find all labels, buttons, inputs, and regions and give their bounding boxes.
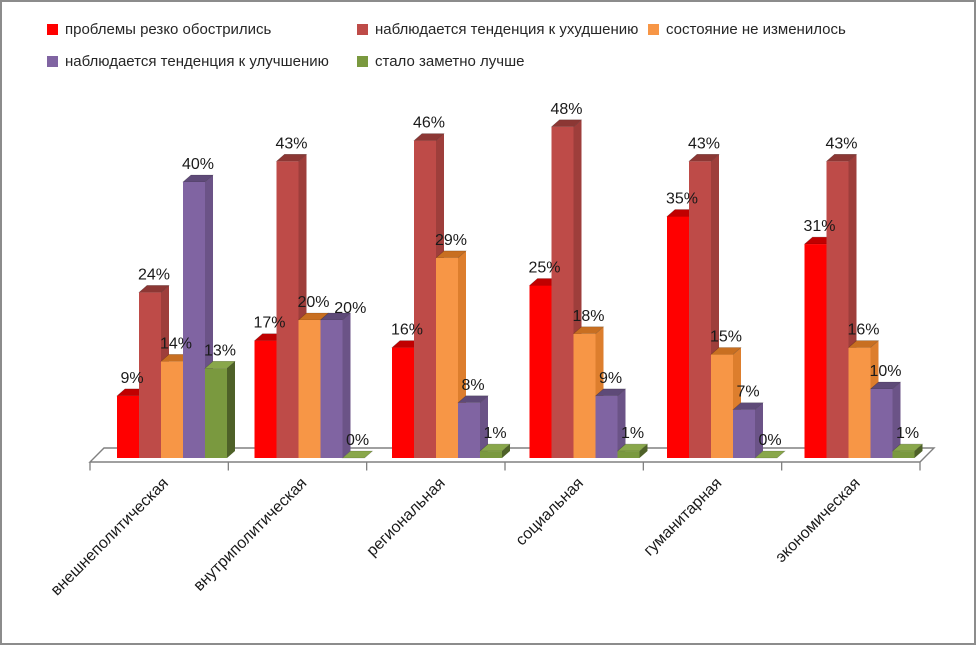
bar-front-face [733, 409, 755, 458]
bar-front-face [689, 161, 711, 459]
value-label: 16% [391, 322, 423, 339]
value-label: 1% [483, 425, 506, 442]
value-label: 13% [204, 342, 236, 359]
bar-front-face [667, 216, 689, 458]
legend-swatch-maroon [357, 24, 368, 35]
bar-side-face [342, 313, 351, 458]
bar-front-face [458, 402, 480, 458]
category-label: гуманитарная [641, 475, 726, 560]
category-label: внутриполитическая [191, 475, 311, 595]
value-label: 1% [621, 425, 644, 442]
value-label: 25% [528, 260, 560, 277]
category-label: социальная [513, 475, 587, 549]
legend-item-tendency-better: наблюдается тенденция к улучшению [47, 53, 329, 70]
value-label: 20% [334, 300, 366, 317]
value-label: 18% [572, 308, 604, 325]
bar-front-face [573, 333, 596, 458]
bar-front-face [276, 161, 299, 459]
value-label: 35% [666, 191, 698, 208]
bar-side-face [639, 444, 648, 458]
legend-label: наблюдается тенденция к ухудшению [375, 21, 639, 38]
value-label: 15% [710, 329, 742, 346]
bar-front-face [139, 292, 161, 458]
bar-side-face [617, 388, 626, 458]
value-label: 9% [599, 370, 622, 387]
value-label: 7% [736, 384, 759, 401]
bar-side-face [892, 382, 901, 458]
bar-front-face [804, 244, 827, 458]
value-label: 17% [253, 315, 285, 332]
legend-swatch-green [357, 56, 368, 67]
legend-item-problems-worsened: проблемы резко обострились [47, 21, 271, 38]
bar-front-face [161, 361, 183, 458]
legend-item-tendency-worse: наблюдается тенденция к ухудшению [357, 21, 638, 38]
legend-swatch-red [47, 24, 58, 35]
legend-swatch-purple [47, 56, 58, 67]
bar-front-face [392, 347, 414, 458]
value-label: 1% [896, 425, 919, 442]
category-label: региональная [364, 475, 449, 560]
chart-legend: проблемы резко обострились наблюдается т… [0, 0, 976, 90]
value-label: 40% [182, 156, 214, 173]
bar-side-face [502, 444, 510, 458]
value-label: 0% [758, 432, 781, 449]
bar-front-face [595, 395, 618, 458]
bar-front-face [826, 161, 849, 459]
legend-label: наблюдается тенденция к улучшению [65, 53, 329, 70]
value-label: 29% [435, 232, 467, 249]
bar-front-face [870, 389, 893, 458]
bar-front-face [414, 140, 436, 458]
value-label: 24% [138, 266, 170, 283]
bar-top-face [341, 450, 374, 459]
bar-front-face [892, 451, 915, 458]
legend-label: проблемы резко обострились [65, 21, 272, 38]
value-label: 48% [550, 101, 582, 118]
legend-item-noticeably-better: стало заметно лучше [357, 53, 524, 70]
bar-side-face [480, 395, 488, 458]
bar-side-face [755, 402, 763, 458]
value-label: 43% [825, 135, 857, 152]
value-label: 10% [869, 363, 901, 380]
bar-front-face [205, 368, 227, 458]
legend-label: стало заметно лучше [375, 53, 525, 70]
bar-front-face [551, 126, 574, 459]
legend-label: состояние не изменилось [666, 21, 846, 38]
bar-front-face [320, 320, 343, 458]
value-label: 0% [346, 432, 369, 449]
bar-front-face [480, 451, 502, 458]
bar-front-face [436, 257, 458, 458]
bar-top-face [754, 450, 786, 459]
bar-front-face [848, 347, 871, 458]
value-label: 8% [461, 377, 484, 394]
value-label: 9% [120, 370, 143, 387]
bar-front-face [529, 285, 552, 458]
bar-side-face [227, 361, 235, 458]
legend-swatch-orange [648, 24, 659, 35]
value-label: 31% [803, 218, 835, 235]
value-label: 14% [160, 335, 192, 352]
value-label: 43% [275, 135, 307, 152]
category-label: экономическая [772, 475, 863, 566]
value-label: 16% [847, 322, 879, 339]
bar-side-face [914, 444, 923, 458]
legend-item-no-change: состояние не изменилось [648, 21, 846, 38]
value-label: 43% [688, 135, 720, 152]
bar-front-face [617, 451, 640, 458]
bar-front-face [254, 340, 277, 458]
bar-front-face [117, 395, 139, 458]
value-label: 20% [297, 294, 329, 311]
bar-front-face [183, 182, 205, 458]
value-label: 46% [413, 115, 445, 132]
bar-front-face [298, 320, 321, 458]
bar-front-face [711, 354, 733, 458]
category-label: внешнеполитическая [48, 475, 172, 599]
